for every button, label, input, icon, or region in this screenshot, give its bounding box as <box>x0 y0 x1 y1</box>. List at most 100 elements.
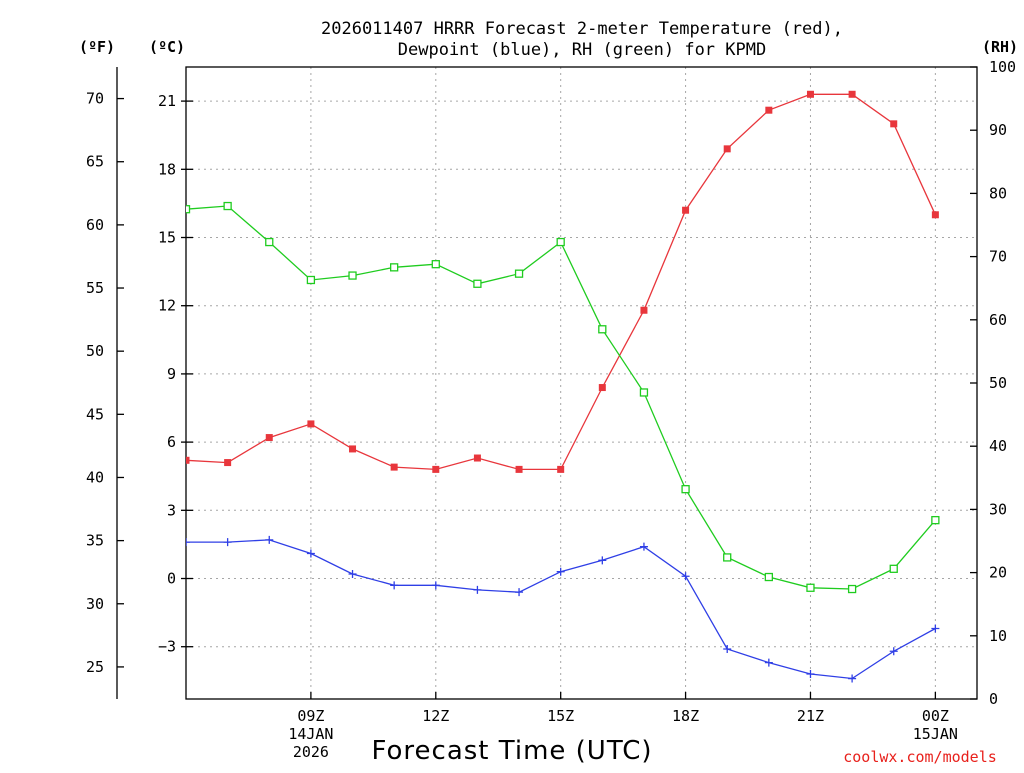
rh-point <box>514 269 524 278</box>
x-axis-title: Forecast Time (UTC) <box>371 736 652 766</box>
dewpoint-point <box>223 538 232 547</box>
rh-point <box>598 325 607 334</box>
temperature-point <box>349 445 357 453</box>
celsius-unit-label: (ºC) <box>149 38 185 56</box>
rh-point <box>556 237 565 247</box>
rh-tick-label: 20 <box>989 564 1007 582</box>
temperature-point <box>265 434 273 442</box>
dewpoint-point <box>556 567 565 576</box>
x-date-label: 15JAN <box>913 725 958 743</box>
rh-tick-label: 50 <box>989 374 1007 392</box>
dewpoint-point <box>265 535 274 544</box>
celsius-tick-label: 3 <box>167 501 176 519</box>
dewpoint-point <box>764 658 773 667</box>
rh-point <box>223 201 232 211</box>
temperature-point <box>307 420 315 428</box>
dewpoint-point <box>723 644 732 653</box>
fahrenheit-tick-label: 65 <box>86 153 104 171</box>
x-tick-label: 12Z <box>422 707 449 725</box>
temperature-point <box>890 120 898 128</box>
x-date-label: 14JAN <box>288 725 333 743</box>
fahrenheit-tick-label: 30 <box>86 595 104 613</box>
celsius-tick-label: 6 <box>167 433 176 451</box>
rh-point <box>186 205 191 214</box>
temperature-point <box>848 90 856 98</box>
rh-series <box>186 201 940 594</box>
fahrenheit-tick-label: 55 <box>86 279 104 297</box>
rh-tick-label: 0 <box>989 690 998 708</box>
rh-tick-label: 70 <box>989 248 1007 266</box>
rh-tick-label: 80 <box>989 184 1007 202</box>
chart-title-line1: 2026011407 HRRR Forecast 2-meter Tempera… <box>321 19 843 39</box>
celsius-tick-label: 15 <box>158 229 176 247</box>
rh-point <box>847 584 857 594</box>
dewpoint-point <box>931 624 940 633</box>
dewpoint-point <box>306 549 315 558</box>
temperature-point <box>765 106 773 114</box>
series-layer <box>186 90 940 683</box>
temperature-point <box>931 211 939 219</box>
temperature-line <box>186 93 936 471</box>
rh-point <box>723 553 732 562</box>
x-tick-label: 21Z <box>797 707 824 725</box>
dewpoint-point <box>431 581 440 590</box>
temperature-point <box>432 465 440 473</box>
celsius-tick-label: 9 <box>167 365 176 383</box>
rh-point <box>473 279 482 288</box>
rh-point <box>265 237 274 247</box>
celsius-tick-label: 21 <box>158 92 176 110</box>
celsius-tick-label: 12 <box>158 297 176 315</box>
x-tick-label: 15Z <box>547 707 574 725</box>
temperature-point <box>640 306 648 314</box>
temperature-point <box>390 463 398 471</box>
dewpoint-point <box>889 647 898 656</box>
plot-frame <box>185 66 978 700</box>
axes-layer: −3 0 3 6 9 12 15 18 21 25 30 35 40 45 50 55 60 65 70 0 10 20 3… <box>86 58 1016 761</box>
dewpoint-point <box>598 556 607 565</box>
temperature-point <box>723 145 731 153</box>
temperature-point <box>806 90 814 98</box>
temperature-point <box>557 465 565 473</box>
fahrenheit-tick-label: 35 <box>86 532 104 550</box>
rh-tick-label: 90 <box>989 121 1007 139</box>
fahrenheit-tick-label: 50 <box>86 342 104 360</box>
fahrenheit-unit-label: (ºF) <box>79 38 115 56</box>
rh-tick-label: 30 <box>989 500 1007 518</box>
temperature-point <box>224 459 232 467</box>
dewpoint-point <box>848 674 857 683</box>
celsius-tick-label: 0 <box>167 570 176 588</box>
temperature-point <box>186 456 190 464</box>
celsius-tick-label: −3 <box>158 638 176 656</box>
chart-title-line2: Dewpoint (blue), RH (green) for KPMD <box>398 40 766 60</box>
temperature-point <box>515 465 523 473</box>
dewpoint-point <box>186 538 190 547</box>
rh-point <box>889 564 898 573</box>
credit-label: coolwx.com/models <box>843 748 997 766</box>
temperature-point <box>682 206 690 214</box>
dewpoint-point <box>639 542 648 551</box>
x-tick-label: 00Z <box>922 707 949 725</box>
fahrenheit-tick-label: 25 <box>86 658 104 676</box>
dewpoint-point <box>473 585 482 594</box>
rh-point <box>431 260 440 269</box>
temperature-point <box>598 384 606 392</box>
dewpoint-point <box>681 572 690 581</box>
rh-tick-label: 100 <box>989 58 1016 76</box>
fahrenheit-tick-label: 45 <box>86 405 104 423</box>
rh-unit-label: (RH) <box>982 38 1018 56</box>
temperature-series <box>186 90 939 473</box>
rh-tick-label: 10 <box>989 627 1007 645</box>
rh-tick-label: 60 <box>989 311 1007 329</box>
celsius-tick-label: 18 <box>158 160 176 178</box>
dewpoint-point <box>515 588 524 597</box>
fahrenheit-tick-label: 60 <box>86 216 104 234</box>
fahrenheit-tick-label: 70 <box>86 90 104 108</box>
x-tick-label: 09Z <box>297 707 324 725</box>
rh-point <box>931 515 940 525</box>
x-year-label: 2026 <box>293 743 329 761</box>
fahrenheit-tick-label: 40 <box>86 468 104 486</box>
temperature-point <box>473 454 481 462</box>
rh-point <box>681 485 690 494</box>
